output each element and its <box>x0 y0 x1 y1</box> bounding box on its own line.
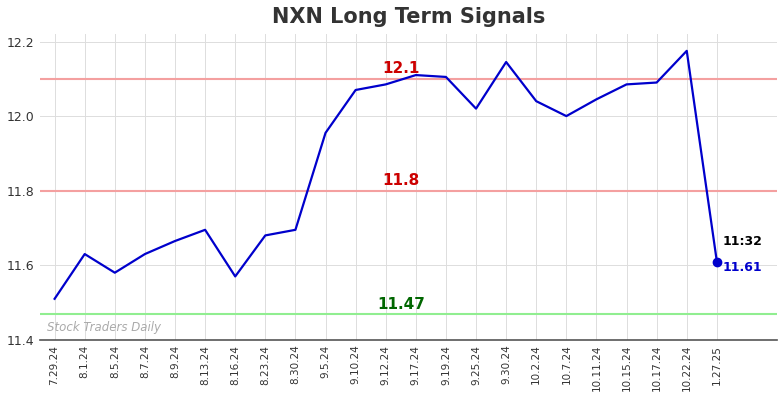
Text: 11:32: 11:32 <box>723 234 763 248</box>
Text: 11.47: 11.47 <box>377 297 425 312</box>
Title: NXN Long Term Signals: NXN Long Term Signals <box>271 7 545 27</box>
Text: 12.1: 12.1 <box>383 61 419 76</box>
Text: 11.61: 11.61 <box>723 261 763 273</box>
Text: Stock Traders Daily: Stock Traders Daily <box>47 321 161 334</box>
Text: 11.8: 11.8 <box>383 173 419 188</box>
